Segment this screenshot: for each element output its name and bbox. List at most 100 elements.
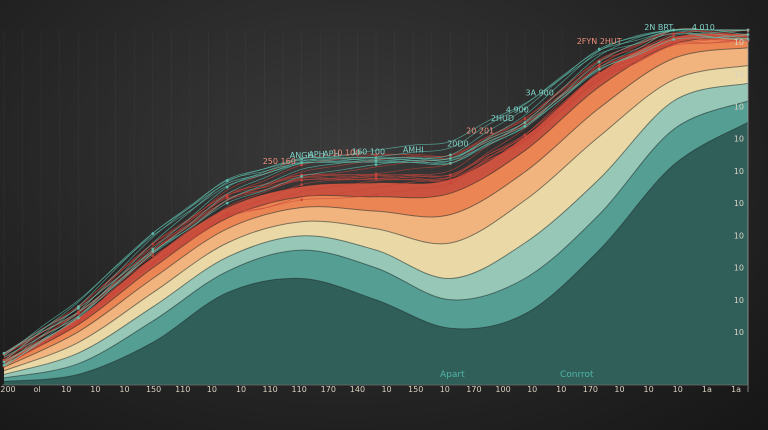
annotation-label: 20 201: [466, 127, 494, 136]
data-point: [300, 157, 303, 161]
data-point: [523, 133, 527, 137]
x-tick-label: 10: [119, 385, 129, 394]
annotation-label: 160 100: [352, 148, 385, 157]
data-point: [449, 181, 452, 185]
area-edge-teal-dark: [3, 121, 749, 382]
data-points: [2, 28, 750, 368]
annotation-label: APH: [308, 150, 324, 159]
annotation-label: 4 900: [506, 105, 529, 114]
x-tick-label: 140: [350, 385, 365, 394]
x-tick-label: ol: [34, 385, 41, 394]
data-point: [672, 35, 675, 39]
data-point: [374, 163, 378, 167]
annotation-label: 20D0: [447, 139, 468, 148]
data-point: [225, 185, 229, 189]
data-point: [449, 173, 452, 177]
data-point: [672, 28, 675, 32]
data-point: [300, 163, 303, 167]
x-tick-label: 110: [262, 385, 277, 394]
area-label-apart: Apart: [440, 370, 465, 380]
data-point: [523, 121, 527, 124]
area-teal-dark: [4, 122, 748, 386]
data-point: [151, 247, 155, 251]
x-tick-label: 10: [644, 385, 654, 394]
series-line: [3, 32, 749, 357]
data-point: [374, 193, 378, 196]
x-tick-label: 150: [408, 385, 423, 394]
data-point: [523, 124, 527, 128]
x-tick-label: 10: [61, 385, 71, 394]
x-tick-labels: 200 ol 10 10 10 150 110 10 10 110 110 170 140 10 150 10…: [0, 385, 741, 394]
data-point: [77, 305, 80, 308]
data-point: [374, 172, 378, 176]
y-tick-label: 10: [734, 38, 744, 47]
x-tick-label: 10: [236, 385, 246, 394]
x-tick-label: 110: [292, 385, 307, 394]
y-tick-label: 10: [734, 328, 744, 337]
annotation-label: 2FYN 2HUT: [577, 37, 622, 46]
y-tick-label: 10: [734, 231, 744, 240]
data-point: [300, 174, 303, 178]
data-point: [374, 174, 378, 178]
x-tick-label: 170: [321, 385, 336, 394]
data-point: [77, 310, 80, 314]
data-point: [225, 179, 229, 182]
data-point: [2, 358, 6, 362]
data-point: [597, 71, 601, 75]
area-label-conrrot: Conrrot: [560, 370, 594, 380]
data-point: [225, 201, 229, 205]
data-point: [77, 319, 80, 323]
data-point: [523, 138, 527, 142]
data-point: [597, 63, 601, 67]
y-tick-label: 10: [734, 167, 744, 176]
x-tick-label: 150: [146, 385, 161, 394]
series-line: [3, 37, 749, 356]
data-point: [374, 159, 378, 163]
annotation-label: 250 160: [263, 157, 296, 166]
data-point: [523, 107, 527, 111]
data-point: [225, 211, 229, 215]
data-point: [449, 153, 452, 157]
x-tick-label: 10: [527, 385, 537, 394]
area-edge-cream: [3, 65, 749, 372]
data-point: [374, 156, 378, 160]
y-tick-label: 10: [734, 199, 744, 208]
x-tick-label: 170: [466, 385, 481, 394]
y-tick-label: 10: [734, 135, 744, 144]
area-edge-teal: [3, 100, 749, 379]
x-tick-label: 1a: [731, 385, 741, 394]
annotation-label: 2HUD: [491, 114, 514, 123]
annotation-label: 10 100: [332, 149, 360, 158]
data-point: [151, 254, 155, 258]
data-point: [449, 161, 452, 165]
data-point: [672, 41, 675, 45]
data-point: [597, 78, 601, 82]
data-point: [597, 67, 601, 71]
data-point: [672, 32, 675, 36]
annotation-label: 2N BRT: [644, 23, 673, 32]
data-point: [2, 363, 6, 367]
data-point: [374, 176, 378, 180]
data-point: [77, 307, 80, 310]
x-tick-label: 10: [207, 385, 217, 394]
annotation-label: ANGH: [290, 151, 314, 160]
data-point: [151, 242, 155, 246]
area-edge-peach: [3, 47, 749, 368]
area-edge-teal-light: [3, 82, 749, 375]
annotation-label: 3A 900: [525, 88, 553, 97]
data-point: [300, 161, 303, 165]
x-tick-label: 10: [440, 385, 450, 394]
x-tick-label: 10: [90, 385, 100, 394]
data-point: [2, 351, 6, 355]
y-tick-label: 10: [734, 296, 744, 305]
data-point: [151, 262, 155, 266]
data-point: [374, 153, 378, 157]
data-point: [449, 157, 452, 160]
annotation-label: 4 010: [692, 23, 715, 32]
x-tick-label: 110: [175, 385, 190, 394]
data-point: [300, 198, 303, 202]
line-bundles: [3, 28, 749, 368]
x-tick-label: 10: [614, 385, 624, 394]
data-point: [672, 38, 675, 41]
